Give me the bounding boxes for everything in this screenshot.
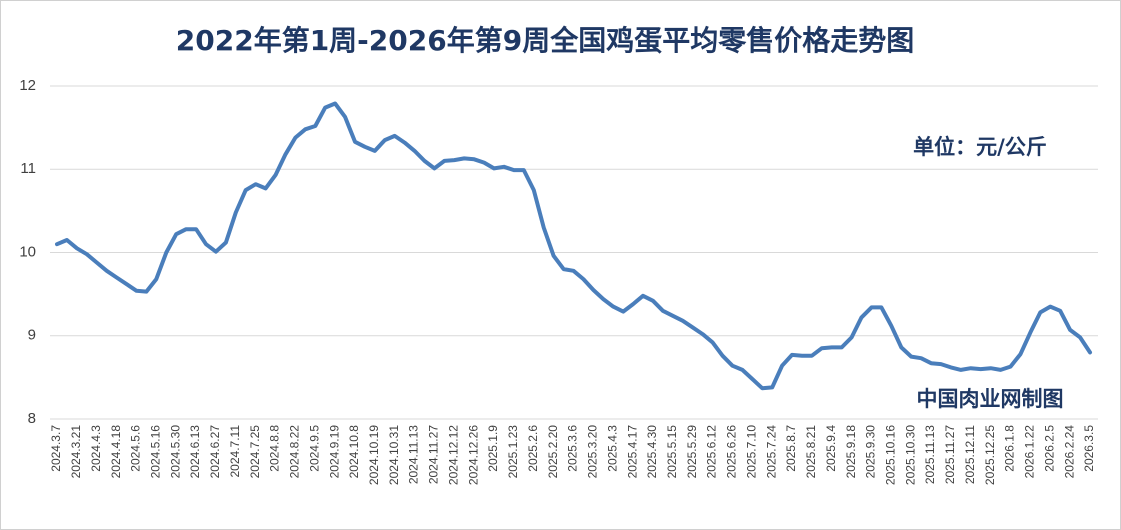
x-tick-label: 2025.6.12	[705, 425, 719, 479]
x-tick-label: 2025.7.10	[744, 425, 758, 479]
y-tick-label: 11	[20, 160, 36, 177]
x-tick-label: 2025.3.6	[566, 425, 580, 472]
x-tick-label: 2025.9.4	[824, 425, 838, 472]
y-tick-label: 9	[28, 327, 36, 344]
price-line	[55, 101, 1092, 391]
x-tick-label: 2025.2.6	[526, 425, 540, 472]
chart-title: 2022年第1周-2026年第9周全国鸡蛋平均零售价格走势图	[176, 24, 914, 57]
x-tick-label: 2025.7.24	[764, 425, 778, 479]
x-tick-label: 2024.4.18	[109, 425, 123, 479]
x-tick-label: 2024.5.6	[129, 425, 143, 472]
x-tick-label: 2024.3.21	[69, 425, 83, 479]
y-tick-label: 8	[28, 410, 36, 427]
x-tick-label: 2024.4.3	[89, 425, 103, 472]
x-tick-label: 2024.10.31	[387, 425, 401, 485]
x-tick-label: 2024.10.8	[347, 425, 361, 479]
x-tick-label: 2025.1.9	[486, 425, 500, 472]
y-tick-label: 10	[19, 243, 36, 260]
source-annotation: 中国肉业网制图	[917, 387, 1064, 411]
x-tick-label: 2025.8.7	[784, 425, 798, 472]
x-tick-label: 2024.5.16	[148, 425, 162, 479]
x-tick-label: 2024.9.19	[327, 425, 341, 479]
x-tick-label: 2024.11.13	[407, 425, 421, 484]
x-tick-label: 2025.9.18	[844, 425, 858, 479]
x-tick-label: 2025.12.11	[963, 425, 977, 484]
x-tick-label: 2026.1.22	[1023, 425, 1037, 479]
x-tick-label: 2024.9.5	[307, 425, 321, 472]
x-tick-label: 2025.5.29	[685, 425, 699, 479]
x-tick-label: 2025.9.30	[864, 425, 878, 479]
x-tick-label: 2025.4.3	[605, 425, 619, 472]
x-tick-label: 2026.2.24	[1062, 425, 1076, 479]
x-tick-label: 2026.3.5	[1082, 425, 1096, 472]
x-tick-label: 2024.7.25	[248, 425, 262, 479]
x-tick-label: 2025.10.16	[884, 425, 898, 485]
x-tick-label: 2024.6.13	[188, 425, 202, 479]
x-tick-label: 2025.8.21	[804, 425, 818, 479]
unit-annotation: 单位：元/公斤	[913, 135, 1047, 159]
x-tick-label: 2026.2.5	[1042, 425, 1056, 472]
x-tick-label: 2025.10.30	[903, 425, 917, 485]
x-tick-label: 2024.5.30	[168, 425, 182, 479]
x-tick-label: 2025.6.26	[725, 425, 739, 479]
x-tick-label: 2025.11.13	[923, 425, 937, 484]
x-tick-label: 2025.5.15	[665, 425, 679, 479]
y-tick-label: 12	[19, 77, 36, 94]
x-tick-label: 2025.4.17	[625, 425, 639, 479]
x-tick-label: 2024.7.11	[228, 425, 242, 478]
x-tick-label: 2025.3.20	[586, 425, 600, 479]
x-tick-label: 2024.12.26	[466, 425, 480, 485]
x-tick-label: 2024.10.19	[367, 425, 381, 485]
x-tick-label: 2025.11.27	[943, 425, 957, 484]
x-tick-label: 2024.8.8	[268, 425, 282, 472]
x-tick-label: 2025.2.20	[546, 425, 560, 479]
x-tick-label: 2025.1.23	[506, 425, 520, 479]
x-tick-label: 2026.1.8	[1003, 425, 1017, 472]
x-tick-label: 2024.12.12	[446, 425, 460, 485]
x-tick-label: 2024.8.22	[288, 425, 302, 479]
x-tick-label: 2024.11.27	[427, 425, 441, 484]
x-tick-label: 2024.6.27	[208, 425, 222, 479]
x-tick-label: 2024.3.7	[49, 425, 63, 472]
x-tick-label: 2025.4.30	[645, 425, 659, 479]
x-tick-label: 2025.12.25	[983, 425, 997, 485]
